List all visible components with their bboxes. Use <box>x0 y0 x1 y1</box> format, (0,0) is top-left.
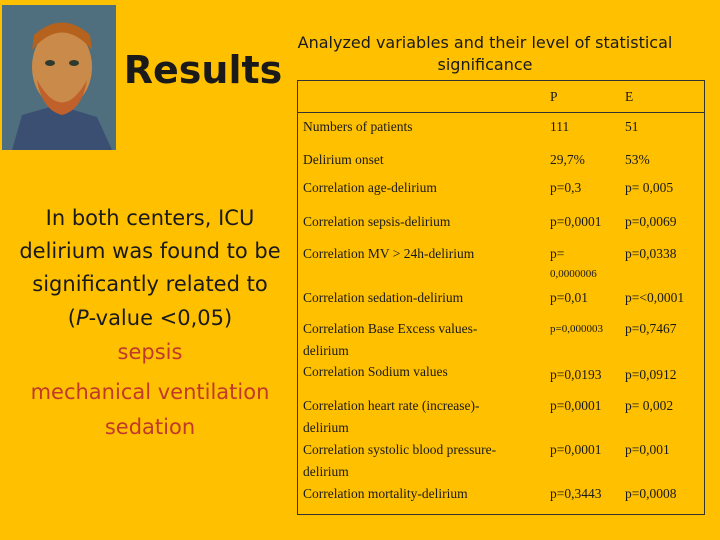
cell-value: p=0,001 <box>625 442 670 457</box>
cell-value: p=0,7467 <box>625 321 677 336</box>
row-label: Correlation Sodium values <box>303 364 448 379</box>
row-label: Correlation sepsis-delirium <box>303 214 451 229</box>
cell-value: p=0,0001 <box>550 442 602 457</box>
table-title: Analyzed variables and their level of st… <box>297 33 673 74</box>
row-label: Correlation Base Excess values- <box>303 321 478 336</box>
body-text: significantly related to <box>32 272 268 296</box>
cell-value: p=0,0338 <box>625 246 677 261</box>
cell-value: p= 0,005 <box>625 180 674 195</box>
cell-value: p=0,01 <box>550 290 588 305</box>
heading: Results <box>123 48 283 92</box>
cell-value: 53% <box>625 152 650 167</box>
cell-value: p=0,000003 <box>550 323 603 335</box>
highlight-text: sedation <box>104 415 196 439</box>
highlight-text: mechanical ventilation <box>30 380 270 404</box>
row-label: delirium <box>303 420 349 435</box>
cell-value: p=0,0008 <box>625 486 677 501</box>
portrait <box>2 5 116 150</box>
cell-value: p= <box>550 246 565 261</box>
row-label: delirium <box>303 464 349 479</box>
cell-value: p=0,3443 <box>550 486 602 501</box>
row-label: Numbers of patients <box>303 119 413 134</box>
highlight-text: sepsis <box>117 340 183 364</box>
cell-value: p=0,0001 <box>550 214 602 229</box>
row-label: Correlation mortality-delirium <box>303 486 468 501</box>
row-label: Correlation MV > 24h-delirium <box>303 246 475 261</box>
cell-value: p=0,0912 <box>625 367 677 382</box>
cell-value: p=<0,0001 <box>625 290 685 305</box>
row-label: Delirium onset <box>303 152 384 167</box>
cell-value: 111 <box>550 119 570 134</box>
row-label: delirium <box>303 343 349 358</box>
cell-value: p=0,0193 <box>550 367 602 382</box>
column-header: P <box>550 89 558 104</box>
cell-value: 51 <box>625 119 639 134</box>
body-text: (P-value <0,05) <box>0 303 300 333</box>
text-part: -value <0,05) <box>88 306 233 330</box>
cell-value: p= 0,002 <box>625 398 674 413</box>
column-header: E <box>625 89 634 104</box>
cell-value: 0,0000006 <box>550 268 597 280</box>
row-label: Correlation systolic blood pressure- <box>303 442 497 457</box>
cell-value: 29,7% <box>550 152 585 167</box>
cell-value: p=0,0001 <box>550 398 602 413</box>
text-part: P <box>75 306 89 330</box>
cell-value: p=0,0069 <box>625 214 677 229</box>
row-label: Correlation sedation-delirium <box>303 290 464 305</box>
body-text: In both centers, ICU <box>45 206 255 230</box>
table-header-border <box>297 80 705 113</box>
row-label: Correlation age-delirium <box>303 180 437 195</box>
cell-value: p=0,3 <box>550 180 582 195</box>
text-part: ( <box>67 306 76 330</box>
table-border <box>297 80 705 515</box>
body-text: delirium was found to be <box>19 239 281 263</box>
row-label: Correlation heart rate (increase)- <box>303 398 480 413</box>
